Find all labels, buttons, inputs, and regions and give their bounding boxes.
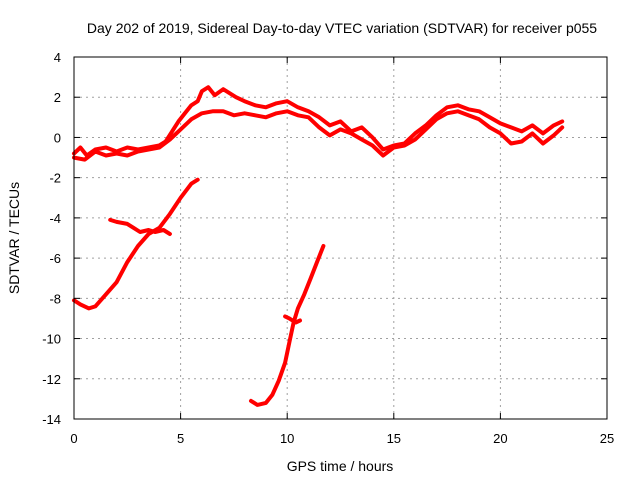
y-axis-label: SDTVAR / TECUs <box>6 182 22 294</box>
x-tick-label: 15 <box>387 431 401 446</box>
series-segment-b <box>108 217 172 236</box>
chart-title: Day 202 of 2019, Sidereal Day-to-day VTE… <box>87 20 597 36</box>
plot-frame <box>73 56 608 420</box>
y-tick-label: 4 <box>54 50 61 65</box>
x-tick-label: 25 <box>600 431 614 446</box>
x-axis-label: GPS time / hours <box>287 458 394 474</box>
series-segment-c <box>249 244 326 407</box>
y-tick-label: -8 <box>49 291 61 306</box>
grid-lines <box>74 57 607 419</box>
data-series <box>72 85 565 407</box>
y-tick-label: -12 <box>42 372 61 387</box>
x-tick-label: 20 <box>493 431 507 446</box>
series-segment-d <box>283 314 302 325</box>
y-tick-label: -14 <box>42 412 61 427</box>
x-tick-label: 5 <box>177 431 184 446</box>
y-tick-label: 2 <box>54 90 61 105</box>
y-tick-label: -4 <box>49 211 61 226</box>
x-tick-label: 0 <box>70 431 77 446</box>
x-tick-label: 10 <box>280 431 294 446</box>
y-tick-label: -2 <box>49 171 61 186</box>
y-tick-label: -6 <box>49 251 61 266</box>
y-tick-label: 0 <box>54 130 61 145</box>
y-tick-label: -10 <box>42 332 61 347</box>
series-main-track-lower-branch <box>72 109 565 162</box>
series-segment-a <box>72 177 200 311</box>
